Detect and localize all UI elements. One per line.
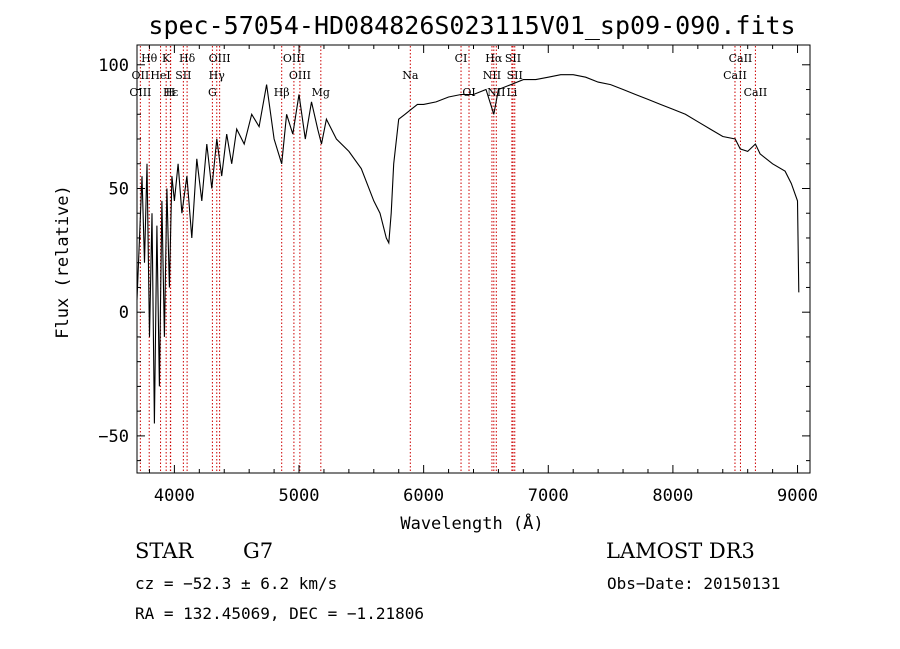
line-label: HeI: [150, 69, 170, 82]
line-label: Li: [506, 86, 517, 99]
line-label: Hδ: [179, 52, 196, 65]
line-label: OIII: [283, 52, 305, 65]
line-label: Hγ: [209, 69, 226, 82]
line-label: NII: [483, 69, 501, 82]
line-label: Na: [402, 69, 419, 82]
y-tick-label: 100: [98, 56, 129, 76]
line-label: K: [162, 52, 171, 65]
line-label: Hβ: [274, 86, 290, 99]
object-subclass: G7: [243, 539, 274, 563]
line-label: OIII: [129, 86, 151, 99]
line-label: CI: [455, 52, 468, 65]
y-tick-label: 0: [119, 303, 129, 323]
coordinates: RA = 132.45069, DEC = −1.21806: [135, 604, 424, 623]
x-axis-label: Wavelength (Å): [400, 512, 543, 534]
x-tick-label: 8000: [652, 486, 693, 506]
line-label: NII: [487, 86, 505, 99]
line-label: OIII: [289, 69, 311, 82]
y-tick-label: 50: [109, 179, 129, 199]
x-tick-label: 9000: [777, 486, 818, 506]
line-label: H: [166, 86, 176, 99]
survey-name: LAMOST DR3: [606, 539, 755, 563]
obs-date: Obs−Date: 20150131: [607, 574, 781, 593]
x-tick-label: 5000: [279, 486, 320, 506]
line-label: Hα: [485, 52, 503, 65]
spectrum-series: [136, 74, 800, 424]
line-label: OIII: [209, 52, 231, 65]
line-label: SII: [505, 52, 521, 65]
x-tick-label: 6000: [403, 486, 444, 506]
x-axis: 4000 5000 6000 7000 8000 9000: [148, 45, 818, 506]
line-label: OI: [462, 86, 475, 99]
line-label: CaII: [744, 86, 768, 99]
line-label: CaII: [723, 69, 747, 82]
line-label: Hε: [163, 86, 179, 99]
y-axis-label: Flux (relative): [53, 185, 73, 339]
y-axis: −50 0 50 100: [98, 56, 810, 462]
line-label: SII: [507, 69, 523, 82]
line-label: Hθ: [141, 52, 158, 65]
line-markers: [139, 46, 756, 472]
line-label: G: [208, 86, 217, 99]
x-tick-label: 7000: [528, 486, 569, 506]
x-tick-label: 4000: [154, 486, 195, 506]
line-label: Mg: [312, 86, 330, 99]
line-label: CaII: [729, 52, 753, 65]
line-label: SII: [175, 69, 191, 82]
chart-title: spec-57054-HD084826S023115V01_sp09-090.f…: [148, 11, 795, 40]
object-class: STAR: [135, 539, 194, 563]
plot-frame: [136, 44, 811, 474]
redshift-readout: cz = −52.3 ± 6.2 km/s: [135, 574, 338, 593]
y-tick-label: −50: [98, 427, 129, 447]
line-label: OII: [132, 69, 150, 82]
